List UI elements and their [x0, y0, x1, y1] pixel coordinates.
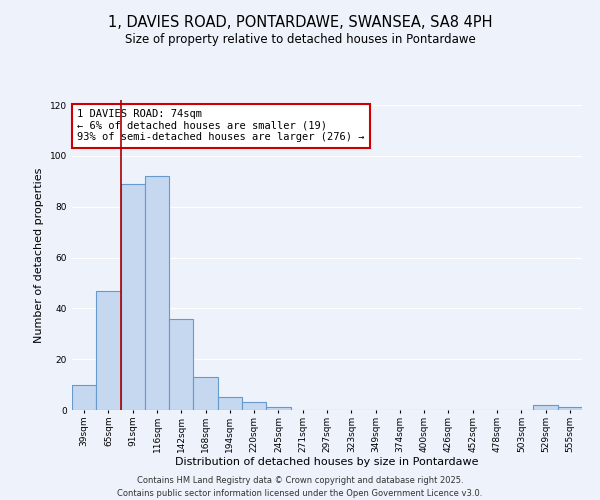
X-axis label: Distribution of detached houses by size in Pontardawe: Distribution of detached houses by size … [175, 458, 479, 468]
Bar [72, 384, 96, 410]
Text: Size of property relative to detached houses in Pontardawe: Size of property relative to detached ho… [125, 32, 475, 46]
Bar [121, 184, 145, 410]
Y-axis label: Number of detached properties: Number of detached properties [34, 168, 44, 342]
Bar [145, 176, 169, 410]
Bar [218, 398, 242, 410]
Bar [533, 405, 558, 410]
Text: 1, DAVIES ROAD, PONTARDAWE, SWANSEA, SA8 4PH: 1, DAVIES ROAD, PONTARDAWE, SWANSEA, SA8… [108, 15, 492, 30]
Bar [266, 408, 290, 410]
Bar [242, 402, 266, 410]
Bar [96, 290, 121, 410]
Bar [558, 408, 582, 410]
Bar [193, 377, 218, 410]
Bar [169, 318, 193, 410]
Text: Contains HM Land Registry data © Crown copyright and database right 2025.
Contai: Contains HM Land Registry data © Crown c… [118, 476, 482, 498]
Text: 1 DAVIES ROAD: 74sqm
← 6% of detached houses are smaller (19)
93% of semi-detach: 1 DAVIES ROAD: 74sqm ← 6% of detached ho… [77, 110, 365, 142]
